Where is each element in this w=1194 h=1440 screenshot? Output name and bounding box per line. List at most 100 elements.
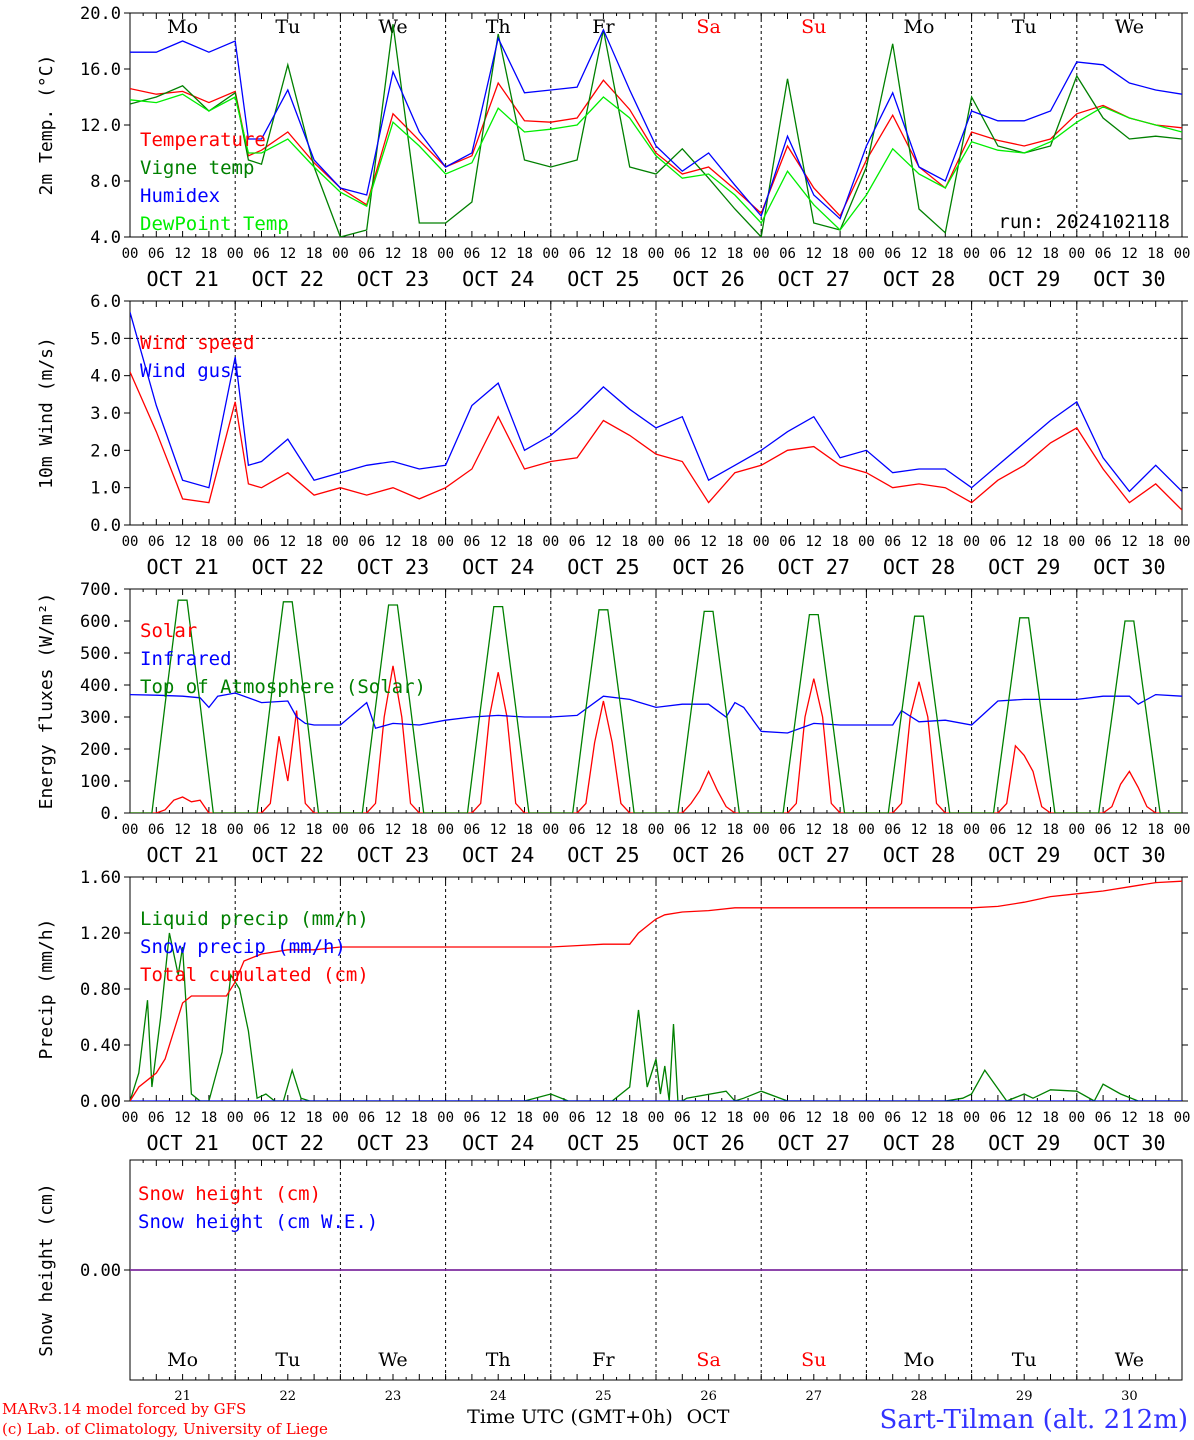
hour-label: 12 [490, 1110, 507, 1126]
hour-label: 12 [279, 1110, 296, 1126]
date-label: OCT 27 [778, 267, 850, 291]
hour-label: 18 [726, 246, 743, 262]
date-label: OCT 23 [357, 843, 429, 867]
hour-label: 06 [358, 246, 375, 262]
weekday-label: Sa [696, 16, 720, 38]
y-tick-label: 12.0 [80, 116, 121, 136]
hour-label: 12 [595, 246, 612, 262]
y-tick-label: 500. [80, 644, 121, 664]
date-label: OCT 30 [1093, 267, 1165, 291]
legend-entry: Snow precip (mm/h) [140, 936, 346, 958]
weekday-label: Fr [592, 1349, 615, 1371]
hour-label: 06 [358, 822, 375, 838]
hour-label: 12 [490, 534, 507, 550]
hour-label: 18 [516, 1110, 533, 1126]
hour-label: 06 [989, 534, 1006, 550]
legend-entry: Vigne temp [140, 157, 254, 179]
hour-label: 12 [174, 534, 191, 550]
hour-label: 12 [1016, 1110, 1033, 1126]
day-number: 26 [700, 1389, 717, 1404]
hour-label: 00 [122, 534, 139, 550]
hour-label: 18 [726, 822, 743, 838]
hour-label: 18 [411, 822, 428, 838]
hour-label: 12 [595, 822, 612, 838]
hour-label: 00 [227, 822, 244, 838]
hour-label: 00 [437, 1110, 454, 1126]
weekday-label: Mo [904, 16, 935, 38]
hour-label: 00 [963, 534, 980, 550]
legend-entry: Humidex [140, 185, 220, 207]
series-line [130, 79, 1182, 218]
hour-label: 06 [884, 822, 901, 838]
date-label: OCT 21 [146, 555, 218, 579]
hour-label: 18 [306, 534, 323, 550]
y-tick-label: 600. [80, 612, 121, 632]
hour-label: 18 [516, 822, 533, 838]
hour-label: 12 [174, 246, 191, 262]
hour-label: 18 [411, 246, 428, 262]
date-label: OCT 27 [778, 843, 850, 867]
hour-label: 18 [621, 246, 638, 262]
y-axis-label: Snow height (cm) [36, 1183, 57, 1356]
date-label: OCT 30 [1093, 555, 1165, 579]
hour-label: 06 [779, 822, 796, 838]
hour-label: 12 [911, 822, 928, 838]
date-label: OCT 22 [252, 1131, 324, 1155]
panel-frame [129, 300, 1183, 526]
hour-label: 00 [227, 1110, 244, 1126]
y-tick-label: 20.0 [80, 4, 121, 24]
date-label: OCT 25 [567, 555, 639, 579]
hour-label: 12 [700, 534, 717, 550]
series-line [130, 24, 1182, 237]
hour-label: 00 [858, 1110, 875, 1126]
y-tick-label: 700. [80, 580, 121, 600]
hour-label: 18 [832, 822, 849, 838]
weekday-label: We [1115, 1349, 1144, 1371]
legend-entry: Wind gust [140, 360, 243, 382]
date-label: OCT 29 [988, 267, 1060, 291]
panel-4: 0.00 0.40 0.80 1.20 1.60 Precip (mm/h) 00 06 12 1… [36, 868, 1190, 1155]
date-label: OCT 23 [357, 555, 429, 579]
hour-label: 18 [937, 822, 954, 838]
series-line [130, 599, 1182, 813]
weekday-label: Mo [904, 1349, 935, 1371]
hour-label: 06 [463, 534, 480, 550]
hour-label: 18 [306, 1110, 323, 1126]
hour-label: 06 [253, 822, 270, 838]
hour-label: 00 [648, 534, 665, 550]
series-line [130, 28, 1182, 220]
hour-label: 18 [1042, 246, 1059, 262]
y-tick-label: 0.40 [80, 1036, 121, 1056]
day-number: 22 [280, 1389, 297, 1404]
panel-2: 0.0 1.0 2.0 3.0 4.0 5.0 6.0 10m Wind (m/s) 00 06 1… [36, 292, 1190, 579]
hour-label: 00 [753, 534, 770, 550]
hour-label: 06 [569, 822, 586, 838]
legend-entry: Infrared [140, 648, 232, 670]
model-credit: MARv3.14 model forced by GFS [2, 1400, 246, 1418]
hour-label: 06 [253, 534, 270, 550]
weekday-label: Tu [275, 1349, 300, 1371]
y-tick-label: 0.80 [80, 980, 121, 1000]
hour-label: 12 [1016, 534, 1033, 550]
weekday-label: Mo [167, 16, 198, 38]
day-number: 24 [490, 1389, 507, 1404]
hour-label: 12 [1016, 246, 1033, 262]
hour-label: 06 [674, 534, 691, 550]
hour-label: 00 [542, 534, 559, 550]
weekday-label: Th [486, 1349, 511, 1371]
hour-label: 18 [621, 534, 638, 550]
date-label: OCT 30 [1093, 1131, 1165, 1155]
legend-entry: Temperature [140, 129, 266, 151]
date-label: OCT 25 [567, 843, 639, 867]
hour-label: 00 [227, 534, 244, 550]
hour-label: 00 [437, 822, 454, 838]
hour-label: 18 [832, 1110, 849, 1126]
hour-label: 00 [1068, 1110, 1085, 1126]
series-line [130, 880, 1182, 1101]
panel-frame [129, 12, 1183, 238]
y-axis-label: Energy fluxes (W/m²) [36, 593, 57, 810]
hour-label: 18 [1042, 1110, 1059, 1126]
legend-entry: DewPoint Temp [140, 213, 289, 235]
hour-label: 06 [779, 246, 796, 262]
